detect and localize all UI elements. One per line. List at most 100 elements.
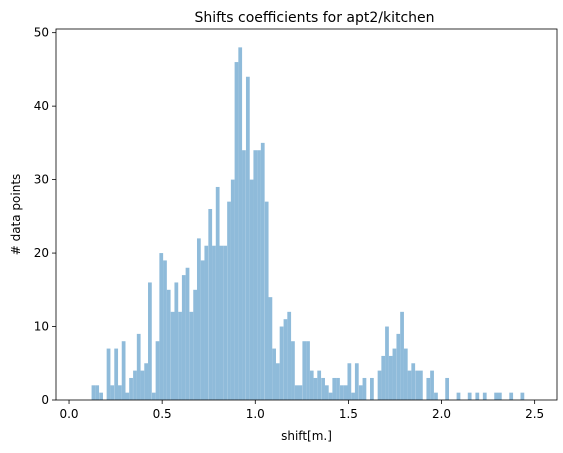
y-tick-label: 0 bbox=[41, 393, 49, 407]
histogram-bar bbox=[125, 392, 130, 400]
histogram-bar bbox=[159, 253, 164, 400]
histogram-bar bbox=[166, 289, 171, 400]
histogram-bar bbox=[238, 47, 243, 401]
histogram-bar bbox=[509, 392, 514, 400]
x-tick-label: 0.5 bbox=[153, 407, 172, 421]
histogram-bar bbox=[230, 179, 235, 400]
histogram-bar bbox=[279, 326, 284, 400]
histogram-bar bbox=[426, 377, 431, 400]
histogram-bar bbox=[133, 370, 137, 400]
histogram-bar bbox=[324, 385, 329, 400]
histogram-bar bbox=[118, 385, 122, 400]
histogram-bar bbox=[377, 370, 382, 400]
histogram-bar bbox=[151, 392, 156, 400]
histogram-bar bbox=[155, 341, 160, 400]
y-tick-label: 40 bbox=[34, 99, 49, 113]
plot-frame bbox=[55, 28, 558, 401]
histogram-bar bbox=[91, 385, 96, 400]
histogram-bar bbox=[388, 355, 393, 400]
histogram-bar bbox=[313, 377, 318, 400]
y-axis-label: # data points bbox=[9, 174, 23, 256]
histogram-bar bbox=[196, 238, 201, 400]
histogram-bar bbox=[163, 260, 167, 400]
histogram-bar bbox=[482, 392, 487, 400]
histogram-bar bbox=[430, 370, 434, 400]
y-axis-ticks: 0 10 20 30 40 50 bbox=[34, 26, 56, 407]
histogram-bar bbox=[400, 311, 404, 400]
histogram-bar bbox=[181, 275, 186, 400]
histogram-bar bbox=[445, 377, 450, 400]
y-tick-label: 50 bbox=[34, 26, 49, 40]
histogram-bar bbox=[370, 377, 374, 400]
histogram-bar bbox=[272, 348, 276, 400]
histogram-bar bbox=[136, 333, 141, 400]
histogram-bar bbox=[212, 245, 216, 400]
histogram-bar bbox=[434, 392, 438, 400]
histogram-bar bbox=[396, 333, 401, 400]
histogram-bar bbox=[242, 150, 246, 400]
histogram-bar bbox=[174, 282, 179, 400]
histogram-bar bbox=[494, 392, 498, 400]
histogram-bar bbox=[294, 385, 299, 400]
histogram-bar bbox=[291, 341, 295, 400]
histogram-bar bbox=[467, 392, 472, 400]
histogram-bar bbox=[298, 385, 303, 400]
histogram-bar bbox=[392, 348, 397, 400]
histogram-bar bbox=[362, 377, 367, 400]
y-tick-label: 10 bbox=[34, 320, 49, 334]
histogram-bar bbox=[407, 370, 412, 400]
x-axis-label: shift[m.] bbox=[281, 429, 332, 443]
histogram-bar bbox=[215, 186, 220, 400]
histogram-bar bbox=[385, 326, 389, 400]
histogram-bar bbox=[317, 370, 322, 400]
histogram-bar bbox=[106, 348, 111, 400]
histogram-bar bbox=[347, 363, 352, 400]
histogram-bar bbox=[275, 363, 280, 400]
histogram-bar bbox=[219, 245, 224, 400]
histogram-bar bbox=[287, 311, 292, 400]
histogram-bar bbox=[208, 208, 213, 400]
histogram-bar bbox=[204, 245, 209, 400]
y-tick-label: 20 bbox=[34, 246, 49, 260]
histogram-bar bbox=[456, 392, 461, 400]
x-tick-label: 1.5 bbox=[339, 407, 358, 421]
histogram-bar bbox=[178, 311, 182, 400]
histogram-bar bbox=[110, 385, 115, 400]
histogram-bar bbox=[403, 348, 408, 400]
histogram-bar bbox=[268, 297, 273, 400]
histogram-bar bbox=[283, 319, 288, 400]
histogram-bar bbox=[189, 311, 194, 400]
x-tick-label: 0.0 bbox=[59, 407, 78, 421]
histogram-bar bbox=[170, 311, 175, 400]
histogram-bar bbox=[129, 377, 133, 400]
histogram-bar bbox=[336, 377, 340, 400]
histogram-bar bbox=[302, 341, 307, 400]
y-tick-label: 30 bbox=[34, 173, 49, 187]
histogram-bar bbox=[223, 245, 228, 400]
histogram-bar bbox=[381, 355, 386, 400]
histogram-bar bbox=[95, 385, 100, 400]
histogram-bar bbox=[411, 363, 416, 400]
histogram-bar bbox=[227, 201, 231, 400]
histogram-bar bbox=[328, 392, 333, 400]
histogram-bar bbox=[332, 377, 337, 400]
x-axis-ticks: 0.0 0.5 1.0 1.5 2.0 2.5 bbox=[59, 400, 544, 421]
histogram-bar bbox=[309, 370, 314, 400]
histogram-bar bbox=[415, 370, 420, 400]
x-tick-label: 2.0 bbox=[432, 407, 451, 421]
histogram-bar bbox=[245, 76, 250, 400]
histogram-bar bbox=[520, 392, 525, 400]
histogram-bar bbox=[340, 385, 344, 400]
histogram-bar bbox=[121, 341, 126, 400]
histogram-bar bbox=[185, 267, 190, 400]
histogram-bar bbox=[351, 392, 355, 400]
histogram-bar bbox=[260, 142, 265, 400]
histogram-bar bbox=[253, 150, 258, 400]
histogram-bar bbox=[497, 392, 502, 400]
x-tick-label: 1.0 bbox=[246, 407, 265, 421]
histogram-bar bbox=[249, 179, 254, 400]
histogram-bar bbox=[321, 377, 325, 400]
x-tick-label: 2.5 bbox=[525, 407, 544, 421]
histogram-bar bbox=[193, 289, 198, 400]
